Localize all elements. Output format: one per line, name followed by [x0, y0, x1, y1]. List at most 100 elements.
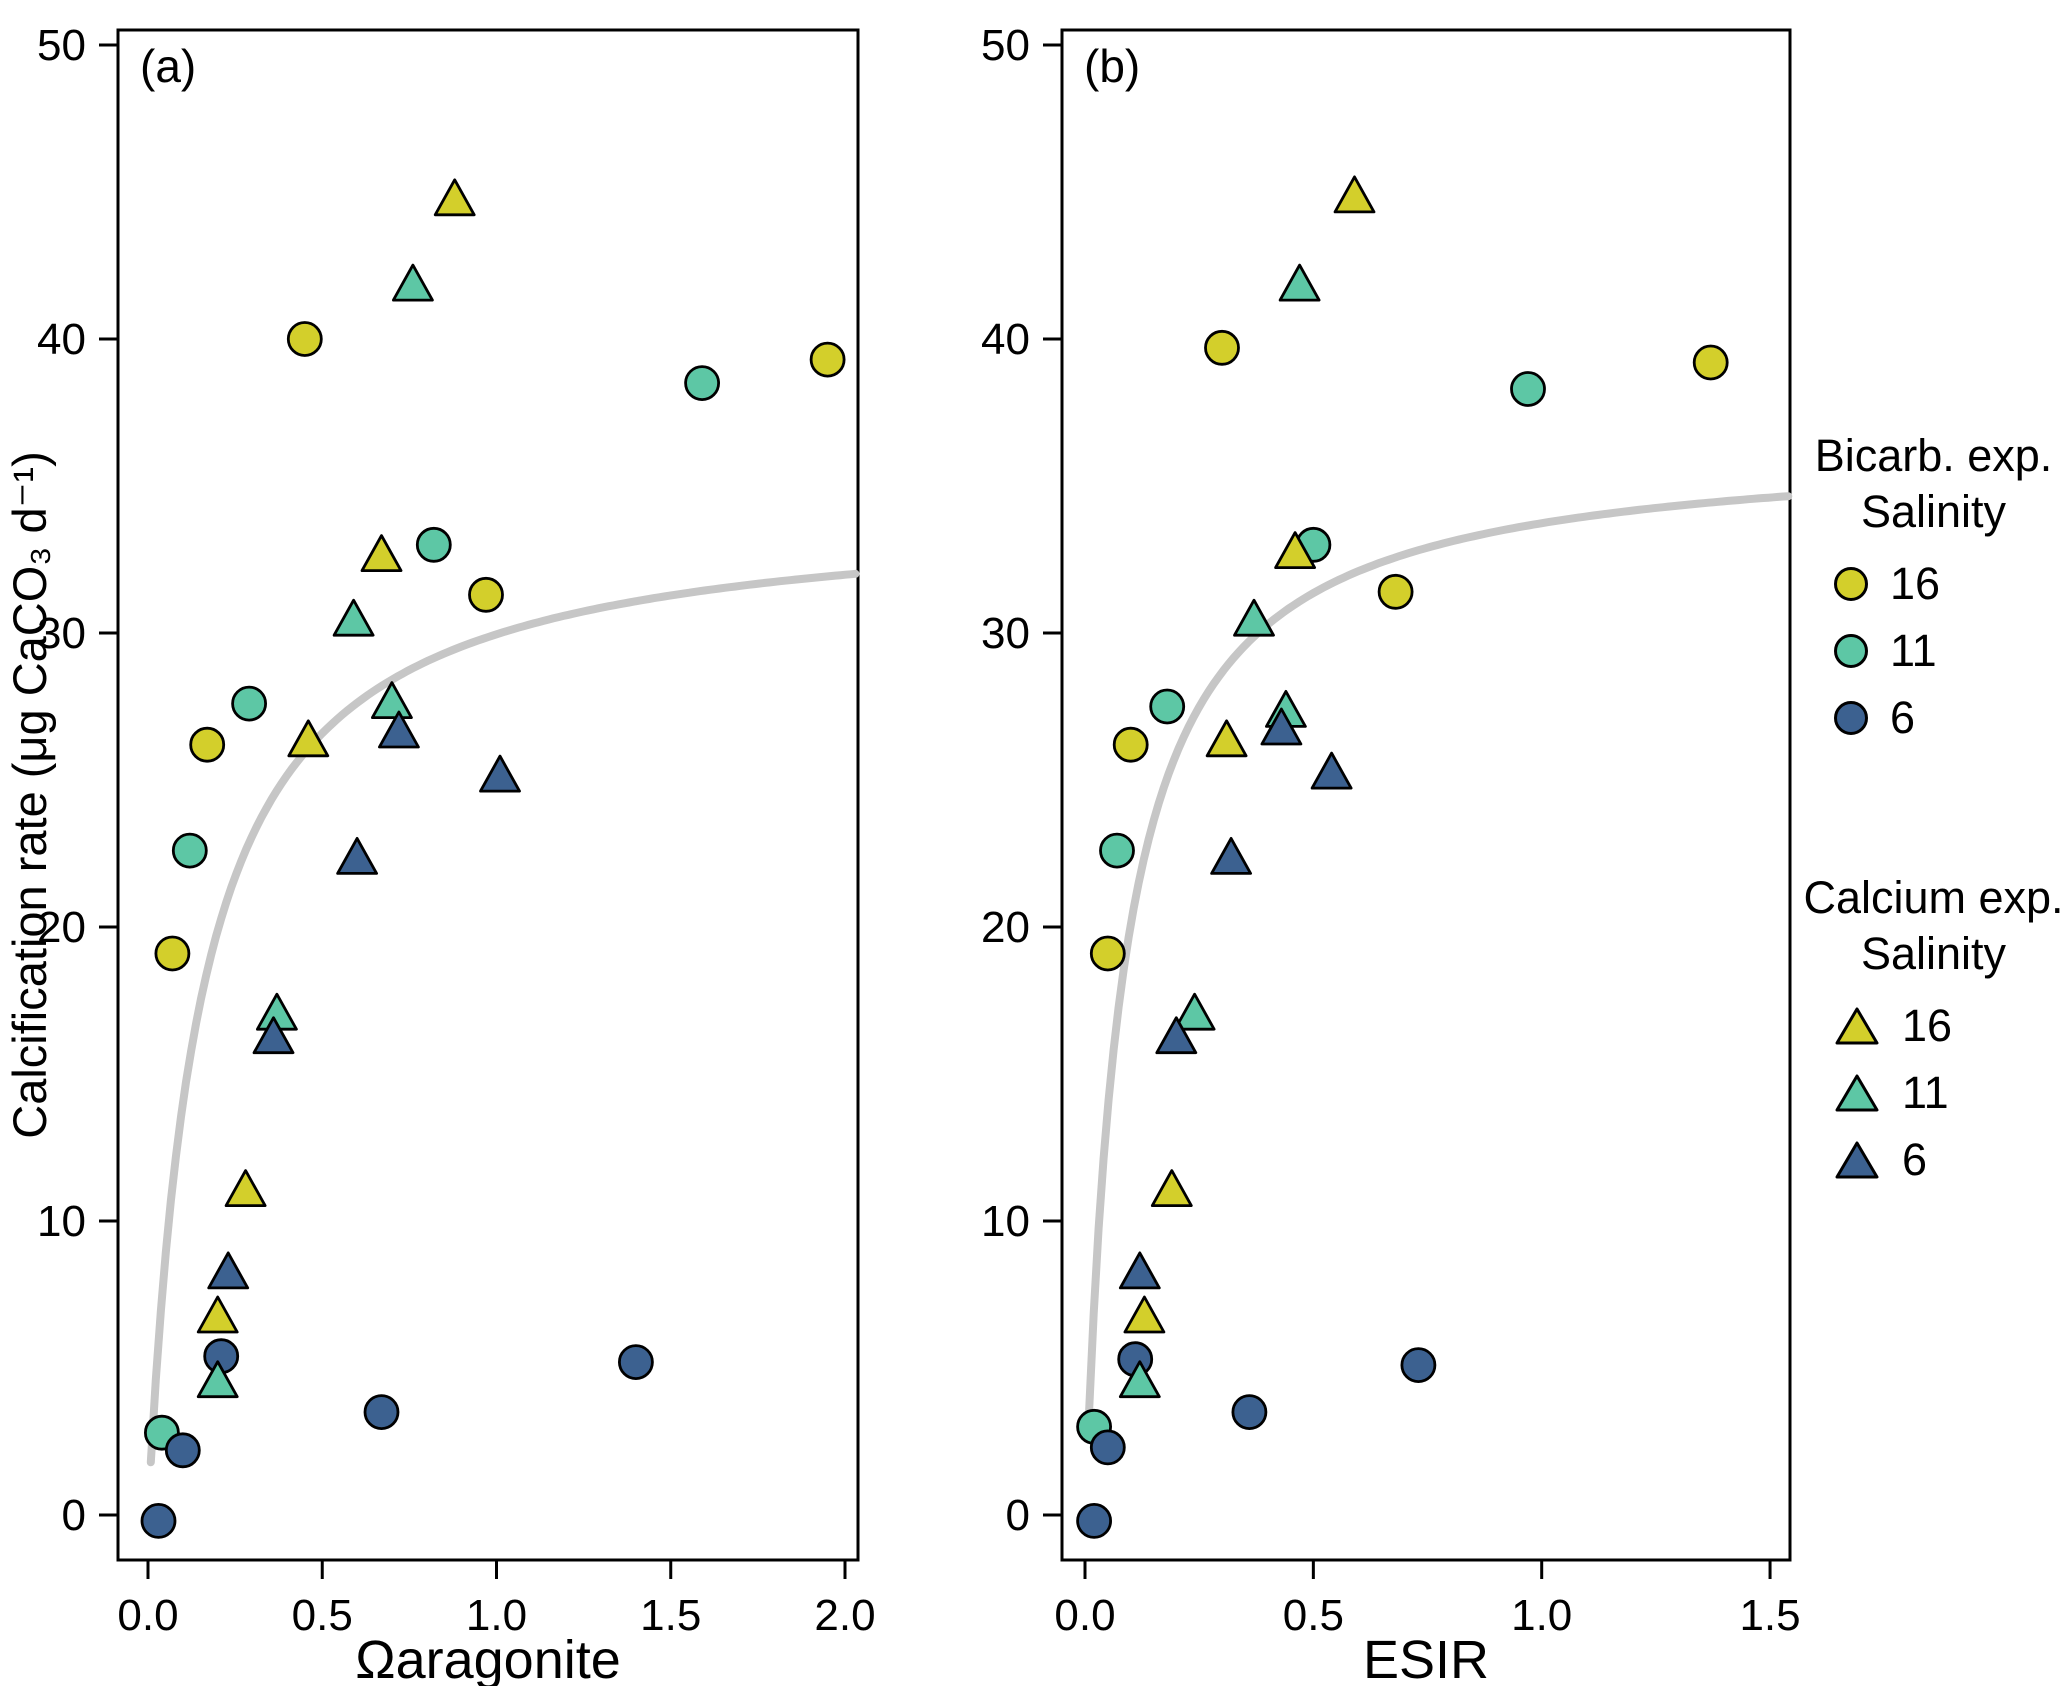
data-point-circle: [1377, 573, 1414, 610]
circle-marker-icon: [1834, 634, 1868, 668]
legend-entry-label: 16: [1890, 558, 1941, 609]
data-point-triangle: [1310, 751, 1353, 790]
x-tick-label: 2.0: [814, 1591, 875, 1640]
plot-panel-border: [1060, 28, 1792, 1562]
data-point-triangle: [1118, 1360, 1161, 1399]
saturation-fit-curve: [146, 569, 860, 1467]
data-point-circle: [363, 1394, 400, 1430]
data-point-triangle: [392, 263, 434, 302]
legend-group-subtitle: Salinity: [1860, 486, 2007, 538]
x-axis-title: Ωaragonite: [355, 1630, 621, 1686]
triangle-marker-icon: [1835, 1007, 1879, 1044]
data-point-circle: [164, 1432, 201, 1469]
legend-entry-bicarb-16: 16: [1800, 551, 2067, 618]
y-tick-label: 30: [37, 609, 86, 658]
data-point-triangle: [1173, 992, 1216, 1031]
data-point-triangle: [1333, 175, 1376, 214]
data-point-triangle: [207, 1251, 250, 1290]
data-point-circle: [1099, 832, 1135, 869]
x-tick-label: 1.5: [640, 1591, 701, 1640]
legend-entry-label: 11: [1902, 1066, 1949, 1118]
data-point-circle: [468, 576, 504, 613]
data-point-circle: [618, 1344, 654, 1380]
legend-group-calcium: Calcium exp. Salinity 16 11 6: [1800, 870, 2067, 1194]
data-point-circle: [415, 526, 452, 563]
y-tick-label: 40: [37, 315, 86, 364]
y-tick-label: 20: [981, 903, 1030, 952]
legend: Bicarb. exp. Salinity 16 11 6 Calcium ex…: [1800, 428, 2067, 1193]
legend-entry-label: 6: [1890, 692, 1916, 743]
data-point-triangle: [252, 1016, 295, 1055]
data-point-triangle: [378, 710, 420, 749]
legend-entry-bicarb-6: 6: [1800, 685, 2067, 752]
y-tick-label: 50: [37, 21, 86, 70]
data-point-circle: [154, 935, 191, 972]
data-point-triangle: [224, 1169, 267, 1207]
plot-panel-border: [116, 28, 860, 1562]
legend-entry-calcium-16: 16: [1800, 992, 2067, 1059]
legend-group-title: Calcium exp.: [1803, 871, 2064, 923]
data-point-triangle: [433, 178, 476, 217]
x-tick-label: 0.5: [1283, 1591, 1344, 1640]
x-axis-title: ESIR: [1363, 1630, 1489, 1686]
legend-entry-bicarb-11: 11: [1800, 618, 2067, 685]
data-point-triangle: [1118, 1251, 1161, 1290]
x-tick-label: 0.0: [1054, 1591, 1115, 1640]
x-tick-label: 0.0: [117, 1591, 178, 1640]
data-point-circle: [1400, 1347, 1437, 1383]
circle-marker-icon: [1834, 701, 1868, 735]
data-point-triangle: [1155, 1016, 1198, 1055]
panel-a-scatter: 0.0 0.5 1.0 1.5 2.0 0 10 20 30 40 50 (a) Ωaragonite C…: [3, 21, 876, 1686]
data-point-circle: [1089, 1429, 1126, 1466]
data-point-circle: [684, 365, 720, 402]
data-point-triangle: [196, 1360, 239, 1399]
legend-group-subtitle: Salinity: [1860, 927, 2007, 979]
triangle-marker-icon: [1835, 1141, 1879, 1178]
y-tick-label: 20: [37, 903, 86, 952]
y-tick-label: 0: [1006, 1491, 1030, 1540]
data-point-circle: [1204, 329, 1240, 366]
data-point-triangle: [336, 837, 378, 875]
legend-entry-calcium-11: 11: [1800, 1059, 2067, 1126]
panel-b-scatter: 0.0 0.5 1.0 1.5 0 10 20 30 40 50 (b) ESIR: [981, 21, 1800, 1686]
y-tick-label: 40: [981, 315, 1030, 364]
data-point-circle: [1149, 688, 1186, 725]
data-point-triangle: [371, 681, 413, 719]
data-point-circle: [809, 341, 846, 378]
legend-entry-calcium-6: 6: [1800, 1126, 2067, 1193]
legend-entry-label: 16: [1902, 999, 1953, 1051]
data-point-triangle: [196, 1295, 239, 1334]
data-point-circle: [1231, 1394, 1268, 1430]
data-point-triangle: [332, 598, 375, 637]
data-point-circle: [1076, 1503, 1113, 1539]
x-tick-label: 1.0: [1511, 1591, 1572, 1640]
data-point-triangle: [1233, 598, 1275, 637]
data-point-triangle: [1274, 531, 1316, 569]
data-point-circle: [189, 726, 226, 763]
legend-entry-label: 11: [1890, 625, 1937, 676]
y-tick-label: 30: [981, 609, 1030, 658]
data-point-circle: [286, 321, 323, 357]
x-tick-label: 1.5: [1739, 1591, 1800, 1640]
legend-entry-label: 6: [1902, 1133, 1928, 1185]
y-tick-label: 50: [981, 21, 1030, 70]
data-point-triangle: [1150, 1169, 1193, 1207]
data-point-triangle: [360, 534, 403, 572]
legend-group-bicarb: Bicarb. exp. Salinity 16 11 6: [1800, 428, 2067, 752]
saturation-fit-curve: [1084, 492, 1793, 1424]
data-point-triangle: [1123, 1295, 1166, 1334]
data-point-circle: [140, 1503, 177, 1539]
panel-label: (a): [140, 40, 196, 92]
y-axis-title: Calcification rate (μg CaCO₃ d⁻¹): [3, 451, 56, 1138]
data-point-triangle: [287, 719, 330, 758]
data-point-circle: [1089, 935, 1126, 972]
data-point-triangle: [1205, 719, 1248, 758]
legend-group-title: Bicarb. exp.: [1814, 430, 2053, 481]
data-point-triangle: [1278, 263, 1321, 302]
data-point-circle: [171, 832, 208, 869]
data-point-triangle: [479, 754, 521, 793]
data-point-circle: [1692, 344, 1729, 381]
y-tick-label: 10: [37, 1197, 86, 1246]
y-tick-label: 0: [62, 1491, 86, 1540]
